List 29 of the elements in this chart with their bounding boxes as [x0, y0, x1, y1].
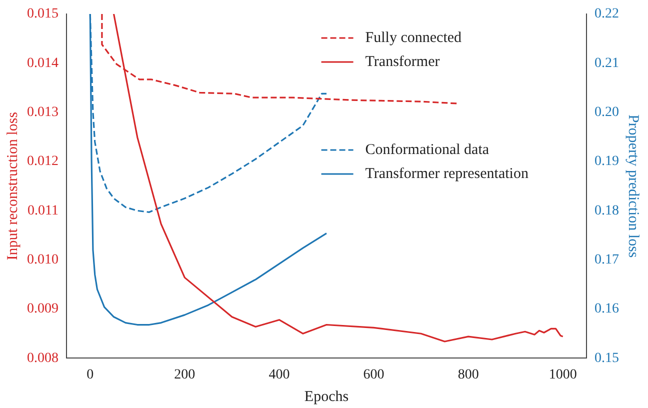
x-axis-title: Epochs — [304, 388, 349, 405]
x-tick-label: 800 — [458, 367, 479, 382]
y2-tick-label: 0.16 — [594, 302, 619, 317]
x-tick-label: 400 — [268, 367, 290, 382]
x-tick-label: 600 — [363, 367, 384, 382]
legend-label: Fully connected — [365, 30, 462, 46]
y2-tick-label: 0.18 — [594, 203, 619, 218]
x-tick-label: 200 — [174, 367, 196, 382]
y2-tick-label: 0.20 — [594, 105, 619, 120]
y-tick-label: 0.011 — [28, 203, 58, 218]
y-tick-label: 0.012 — [27, 154, 58, 170]
x-tick-label: 0 — [86, 367, 94, 382]
y-tick-label: 0.009 — [27, 302, 58, 317]
x-tick-label: 1000 — [548, 367, 577, 382]
y-tick-label: 0.010 — [27, 252, 58, 268]
legend-label: Conformational data — [365, 142, 490, 158]
y-tick-label: 0.014 — [27, 56, 58, 71]
y-tick-label: 0.015 — [27, 6, 58, 22]
y2-tick-label: 0.15 — [594, 350, 619, 366]
y2-tick-label: 0.19 — [594, 154, 619, 170]
legend-label: Transformer representation — [365, 166, 529, 182]
y2-tick-label: 0.22 — [594, 6, 619, 22]
y2-tick-label: 0.21 — [594, 56, 619, 71]
legend-label: Transformer — [365, 54, 440, 70]
y2-axis-title: Property prediction loss — [625, 114, 642, 258]
y-tick-label: 0.008 — [27, 350, 58, 366]
y-tick-label: 0.013 — [27, 105, 58, 120]
y2-tick-label: 0.17 — [594, 252, 619, 268]
y-axis-title: Input reconstruction loss — [4, 112, 21, 260]
